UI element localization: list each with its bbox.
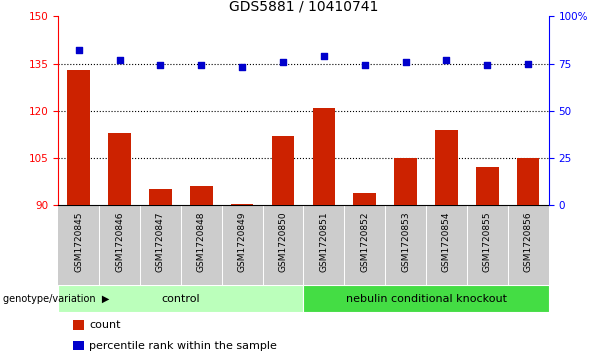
Text: nebulin conditional knockout: nebulin conditional knockout xyxy=(346,294,506,303)
Point xyxy=(237,64,247,70)
Title: GDS5881 / 10410741: GDS5881 / 10410741 xyxy=(229,0,378,14)
Point xyxy=(156,62,166,68)
Bar xyxy=(313,107,335,205)
Bar xyxy=(231,204,253,205)
Point xyxy=(401,59,411,65)
Bar xyxy=(354,192,376,205)
Point xyxy=(115,57,124,63)
Text: GSM1720855: GSM1720855 xyxy=(483,212,492,272)
Text: GSM1720854: GSM1720854 xyxy=(442,212,451,272)
Text: GSM1720853: GSM1720853 xyxy=(401,212,410,272)
Text: GSM1720848: GSM1720848 xyxy=(197,212,206,272)
Point xyxy=(74,48,83,53)
Bar xyxy=(109,133,131,205)
Bar xyxy=(517,158,539,205)
Text: control: control xyxy=(161,294,200,303)
Point xyxy=(319,53,329,59)
Text: GSM1720847: GSM1720847 xyxy=(156,212,165,272)
Bar xyxy=(272,136,294,205)
Text: genotype/variation  ▶: genotype/variation ▶ xyxy=(3,294,110,303)
Point xyxy=(441,57,451,63)
Bar xyxy=(73,341,84,350)
Bar xyxy=(58,285,303,312)
Text: GSM1720852: GSM1720852 xyxy=(360,212,369,272)
Bar xyxy=(73,320,84,330)
Point xyxy=(360,62,370,68)
Text: GSM1720856: GSM1720856 xyxy=(524,212,533,272)
Point xyxy=(278,59,288,65)
Bar xyxy=(435,130,458,205)
Text: GSM1720851: GSM1720851 xyxy=(319,212,329,272)
Bar xyxy=(303,285,549,312)
Bar xyxy=(67,70,90,205)
Text: GSM1720846: GSM1720846 xyxy=(115,212,124,272)
Point xyxy=(196,62,206,68)
Text: GSM1720850: GSM1720850 xyxy=(278,212,287,272)
Bar xyxy=(190,186,213,205)
Text: count: count xyxy=(89,320,121,330)
Text: GSM1720849: GSM1720849 xyxy=(238,212,246,272)
Bar xyxy=(149,189,172,205)
Text: percentile rank within the sample: percentile rank within the sample xyxy=(89,341,277,351)
Bar xyxy=(394,158,417,205)
Point xyxy=(482,62,492,68)
Point xyxy=(524,61,533,66)
Text: GSM1720845: GSM1720845 xyxy=(74,212,83,272)
Bar xyxy=(476,167,498,205)
